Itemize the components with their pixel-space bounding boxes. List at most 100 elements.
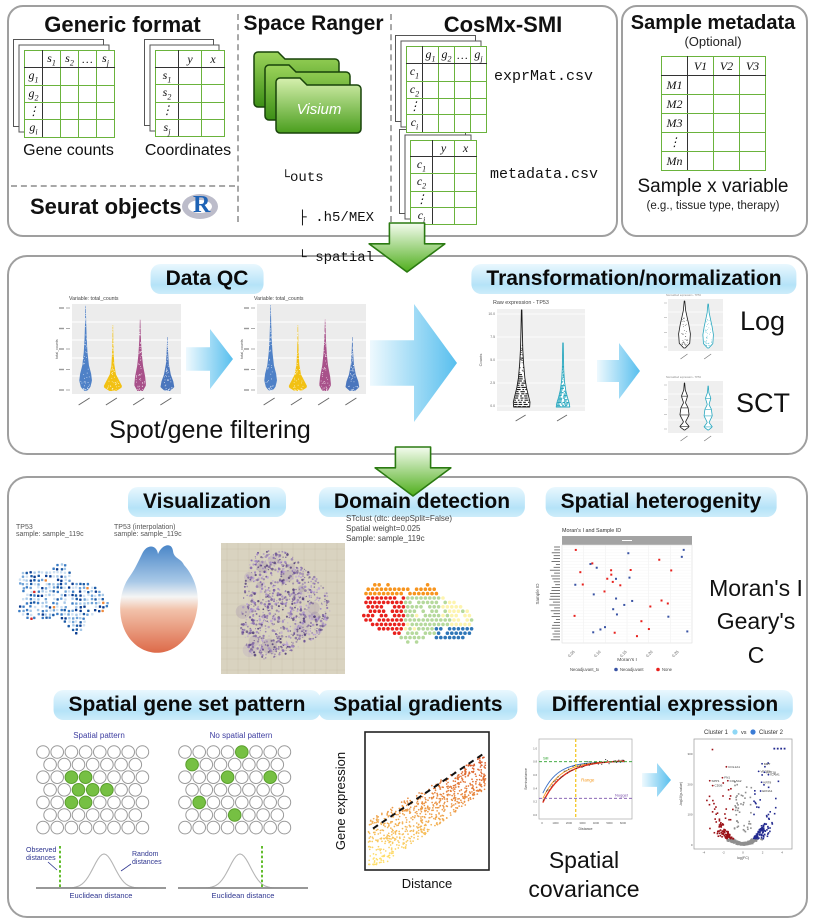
sample-variable-examples: (e.g., tissue type, therapy) <box>646 200 780 212</box>
sct-label: SCT <box>736 388 790 418</box>
variogram-plot: Sill Nugget Range 0 1000 2000 3000 4000 5000 6000… <box>522 732 640 837</box>
tp53-interp-title: TP53 (interpolation) <box>114 524 176 531</box>
svg-text:200: 200 <box>687 782 692 786</box>
svg-text:0.4: 0.4 <box>533 786 537 790</box>
spatial-gene-set-pattern-badge: Spatial gene set pattern <box>53 690 321 720</box>
tp53-spot-map <box>8 540 120 658</box>
gradient-scatter-plot: Gene expression Distance <box>333 726 495 892</box>
svg-text:100: 100 <box>687 813 692 817</box>
no-spatial-pattern-diagram: No spatial pattern Euclidean distance <box>166 728 316 900</box>
svg-text:KRT18: KRT18 <box>766 770 776 774</box>
svg-text:EFNA1: EFNA1 <box>762 789 772 793</box>
svg-text:Normalized expression - TP53: Normalized expression - TP53 <box>666 375 701 379</box>
volcano-plot: Cluster 1 vs Cluster 2 COL1A1 FN1 COL5A2 SPP1 C… <box>676 724 800 862</box>
exprmat-filename: exprMat.csv <box>494 68 594 85</box>
divider-spaceranger-cosmx <box>390 14 392 222</box>
svg-text:Gene expression: Gene expression <box>333 752 348 850</box>
svg-text:6000: 6000 <box>620 821 627 825</box>
svg-text:Moran's I and Sample ID: Moran's I and Sample ID <box>562 528 621 534</box>
svg-text:2: 2 <box>762 851 764 855</box>
svg-text:-log10(p-value): -log10(p-value) <box>679 782 683 806</box>
svg-text:Distance: Distance <box>402 876 453 891</box>
coordinates-table: y x s1 s2 ⋮ sj <box>144 39 225 138</box>
domain-cluster-map <box>338 546 498 686</box>
svg-text:5.0: 5.0 <box>490 358 495 362</box>
svg-text:0.2: 0.2 <box>533 800 537 804</box>
svg-text:0.10: 0.10 <box>593 649 603 659</box>
generic-format-title: Generic format <box>44 12 201 37</box>
right-arrow-icon <box>597 342 641 400</box>
svg-text:Neoadjuvant_tx: Neoadjuvant_tx <box>570 667 600 672</box>
svg-text:None: None <box>662 667 673 672</box>
raw-expression-violin-plot: Raw expression - TP53 10.0 7.5 5.0 2.5 0.0 Cou… <box>475 296 590 426</box>
sample-metadata-title: Sample metadata <box>630 12 796 34</box>
r-logo-letter: R <box>193 192 211 218</box>
divider-generic-spaceranger <box>237 14 239 222</box>
gene-counts-table: s1 s2… sj g1 g2 ⋮ gi <box>13 39 115 138</box>
log-normalized-violin-plot: Normalized expression - TP53 <box>655 291 727 363</box>
exprmat-table: g1 g2… gj c1 c2 ⋮ ci <box>395 35 487 133</box>
morans-i-text: Moran's I <box>709 575 803 601</box>
svg-text:4: 4 <box>781 851 783 855</box>
svg-text:FN1: FN1 <box>724 776 730 780</box>
r-logo-ring <box>182 194 218 219</box>
svg-text:Sill: Sill <box>543 756 548 761</box>
svg-text:0.05: 0.05 <box>567 649 577 659</box>
down-arrow-icon <box>369 446 457 498</box>
svg-text:0: 0 <box>742 851 744 855</box>
svg-text:0.25: 0.25 <box>671 649 681 659</box>
stclust-line: Spatial weight=0.025 <box>346 524 421 533</box>
svg-text:Euclidean distance: Euclidean distance <box>70 891 133 900</box>
svg-text:0.8: 0.8 <box>533 760 537 764</box>
down-arrow-icon <box>363 222 451 274</box>
svg-text:ICAM1: ICAM1 <box>770 773 780 777</box>
svg-text:1000: 1000 <box>552 821 559 825</box>
svg-text:Normalized expression - TP53: Normalized expression - TP53 <box>666 293 701 297</box>
svg-text:0.20: 0.20 <box>645 649 655 659</box>
qc-violin-plot-after: Variable: total_counts total_counts <box>237 292 372 420</box>
tp53-interpolation-map <box>112 538 204 660</box>
svg-text:Visium: Visium <box>297 101 342 118</box>
spatial-heterogeneity-badge: Spatial heterogenity <box>545 487 777 517</box>
log-label: Log <box>740 306 786 336</box>
svg-text:2000: 2000 <box>566 821 573 825</box>
right-arrow-icon <box>186 328 234 390</box>
svg-text:4000: 4000 <box>593 821 600 825</box>
svg-text:Variable: total_counts: Variable: total_counts <box>69 296 119 302</box>
svg-text:Distance: Distance <box>579 827 593 831</box>
tp53-interp-label: TP53 (interpolation) sample: sample_119c <box>114 524 182 539</box>
svg-text:Semivariance: Semivariance <box>524 768 528 790</box>
svg-text:Neoadjuvant: Neoadjuvant <box>620 667 644 672</box>
spatial-covariance-caption: Spatial covariance <box>516 846 652 904</box>
svg-text:300: 300 <box>687 752 692 756</box>
svg-text:total_counts: total_counts <box>240 339 244 359</box>
stclust-params: STclust (dtc: deepSplit=False) Spatial w… <box>346 514 452 544</box>
svg-text:1.0: 1.0 <box>533 746 537 750</box>
gearys-c-text: Geary's C <box>716 608 796 668</box>
domain-detection-badge: Domain detection <box>318 487 526 517</box>
svg-text:Observed: Observed <box>26 847 56 854</box>
metadata-filename: metadata.csv <box>490 166 599 183</box>
svg-text:COL1A1: COL1A1 <box>728 765 740 769</box>
stclust-line: STclust (dtc: deepSplit=False) <box>346 514 453 523</box>
svg-text:0.15: 0.15 <box>619 649 629 659</box>
svg-text:Spatial pattern: Spatial pattern <box>73 731 125 740</box>
svg-text:-2: -2 <box>722 851 725 855</box>
svg-text:0: 0 <box>541 821 543 825</box>
right-arrow-icon <box>642 762 672 798</box>
space-ranger-title: Space Ranger <box>243 12 384 35</box>
svg-text:Random: Random <box>132 851 159 858</box>
caption-line: Spatial <box>548 847 620 873</box>
moran-geary-label: Moran's I Geary's C <box>706 572 806 672</box>
r-logo-icon: R <box>182 191 222 221</box>
spot-gene-filtering-caption: Spot/gene filtering <box>109 416 311 444</box>
coordinates-label: Coordinates <box>144 142 232 159</box>
tp53-spots-title: TP53 <box>16 524 33 531</box>
visium-folders-icon: Visium <box>250 40 370 146</box>
svg-text:Sample ID: Sample ID <box>535 583 540 605</box>
svg-text:Euclidean distance: Euclidean distance <box>212 891 275 900</box>
spatial-pattern-diagram: Spatial pattern Observed distances Random di… <box>24 728 174 900</box>
sample-variable-table: V1 V2 V3 M1 M2 M3 ⋮ Mn <box>661 56 766 171</box>
tree-line: └outs <box>281 170 324 186</box>
